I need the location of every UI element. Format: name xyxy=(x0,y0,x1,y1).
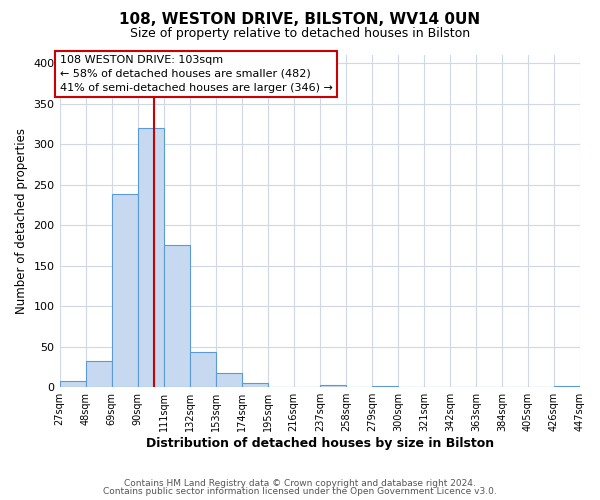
Bar xyxy=(320,385,346,387)
Text: Contains HM Land Registry data © Crown copyright and database right 2024.: Contains HM Land Registry data © Crown c… xyxy=(124,478,476,488)
Bar xyxy=(190,352,215,387)
Bar xyxy=(215,374,242,387)
Text: 108 WESTON DRIVE: 103sqm
← 58% of detached houses are smaller (482)
41% of semi-: 108 WESTON DRIVE: 103sqm ← 58% of detach… xyxy=(59,55,332,93)
Bar xyxy=(137,128,164,387)
Bar xyxy=(86,362,112,387)
Bar xyxy=(164,244,190,387)
X-axis label: Distribution of detached houses by size in Bilston: Distribution of detached houses by size … xyxy=(146,437,494,450)
Bar xyxy=(554,386,580,387)
Y-axis label: Number of detached properties: Number of detached properties xyxy=(15,128,28,314)
Text: Size of property relative to detached houses in Bilston: Size of property relative to detached ho… xyxy=(130,28,470,40)
Text: Contains public sector information licensed under the Open Government Licence v3: Contains public sector information licen… xyxy=(103,487,497,496)
Bar xyxy=(372,386,398,387)
Bar xyxy=(242,383,268,387)
Bar xyxy=(59,380,86,387)
Bar xyxy=(112,194,137,387)
Text: 108, WESTON DRIVE, BILSTON, WV14 0UN: 108, WESTON DRIVE, BILSTON, WV14 0UN xyxy=(119,12,481,28)
